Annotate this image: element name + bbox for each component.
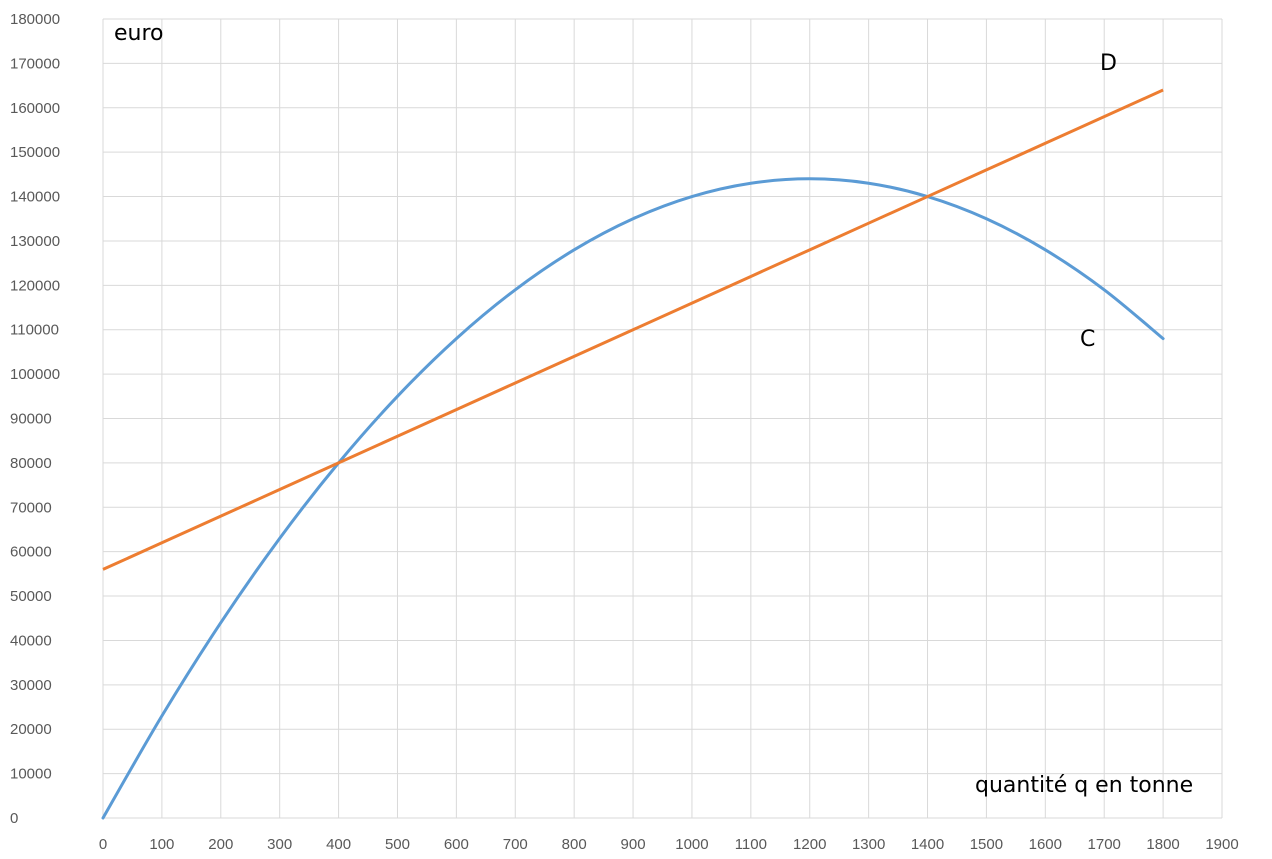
series-label-c: C (1080, 327, 1095, 352)
y-tick-label: 70000 (10, 499, 52, 516)
x-tick-label: 0 (99, 836, 107, 853)
y-tick-label: 140000 (10, 189, 60, 206)
y-tick-label: 80000 (10, 455, 52, 472)
x-tick-label: 1200 (793, 836, 826, 853)
x-tick-label: 1100 (735, 836, 767, 853)
y-tick-label: 170000 (10, 55, 60, 72)
x-axis-ticks: 0 100 200 300 400 500 600 700 800 900 1000 1100 1200… (99, 836, 1239, 853)
y-tick-label: 20000 (10, 721, 52, 738)
series-line-d (102, 88, 1164, 571)
y-tick-label: 50000 (10, 588, 52, 605)
x-tick-label: 600 (444, 836, 469, 853)
y-tick-label: 130000 (10, 233, 60, 250)
y-tick-label: 0 (10, 810, 18, 827)
y-tick-label: 90000 (10, 411, 52, 428)
y-tick-label: 100000 (10, 366, 60, 383)
x-tick-label: 900 (621, 836, 646, 853)
y-tick-label: 180000 (10, 11, 60, 28)
x-tick-label: 500 (385, 836, 410, 853)
series-label-d: D (1100, 51, 1117, 76)
x-tick-label: 1500 (970, 836, 1003, 853)
y-tick-label: 110000 (10, 322, 59, 339)
x-tick-label: 1400 (911, 836, 944, 853)
x-tick-label: 100 (149, 836, 174, 853)
grid (102, 18, 1223, 819)
series-group (101, 88, 1165, 820)
y-tick-label: 150000 (10, 144, 60, 161)
x-tick-label: 1600 (1029, 836, 1062, 853)
x-tick-label: 1900 (1205, 836, 1238, 853)
x-tick-label: 800 (562, 836, 587, 853)
x-tick-label: 1000 (675, 836, 708, 853)
y-axis-label: euro (114, 21, 164, 46)
x-tick-label: 1300 (852, 836, 885, 853)
y-tick-label: 10000 (10, 766, 52, 783)
x-tick-label: 700 (503, 836, 528, 853)
x-tick-label: 200 (208, 836, 233, 853)
y-tick-label: 160000 (10, 100, 60, 117)
x-tick-label: 300 (267, 836, 292, 853)
y-tick-label: 30000 (10, 677, 52, 694)
y-tick-label: 40000 (10, 632, 52, 649)
y-axis-ticks: 0 10000 20000 30000 40000 50000 60000 70000 8000… (10, 11, 60, 827)
y-tick-label: 60000 (10, 544, 52, 561)
x-axis-label: quantité q en tonne (975, 773, 1193, 798)
x-tick-label: 400 (326, 836, 351, 853)
series-line-c (101, 177, 1165, 820)
x-tick-label: 1700 (1088, 836, 1121, 853)
y-tick-label: 120000 (10, 277, 60, 294)
x-tick-label: 1800 (1146, 836, 1179, 853)
